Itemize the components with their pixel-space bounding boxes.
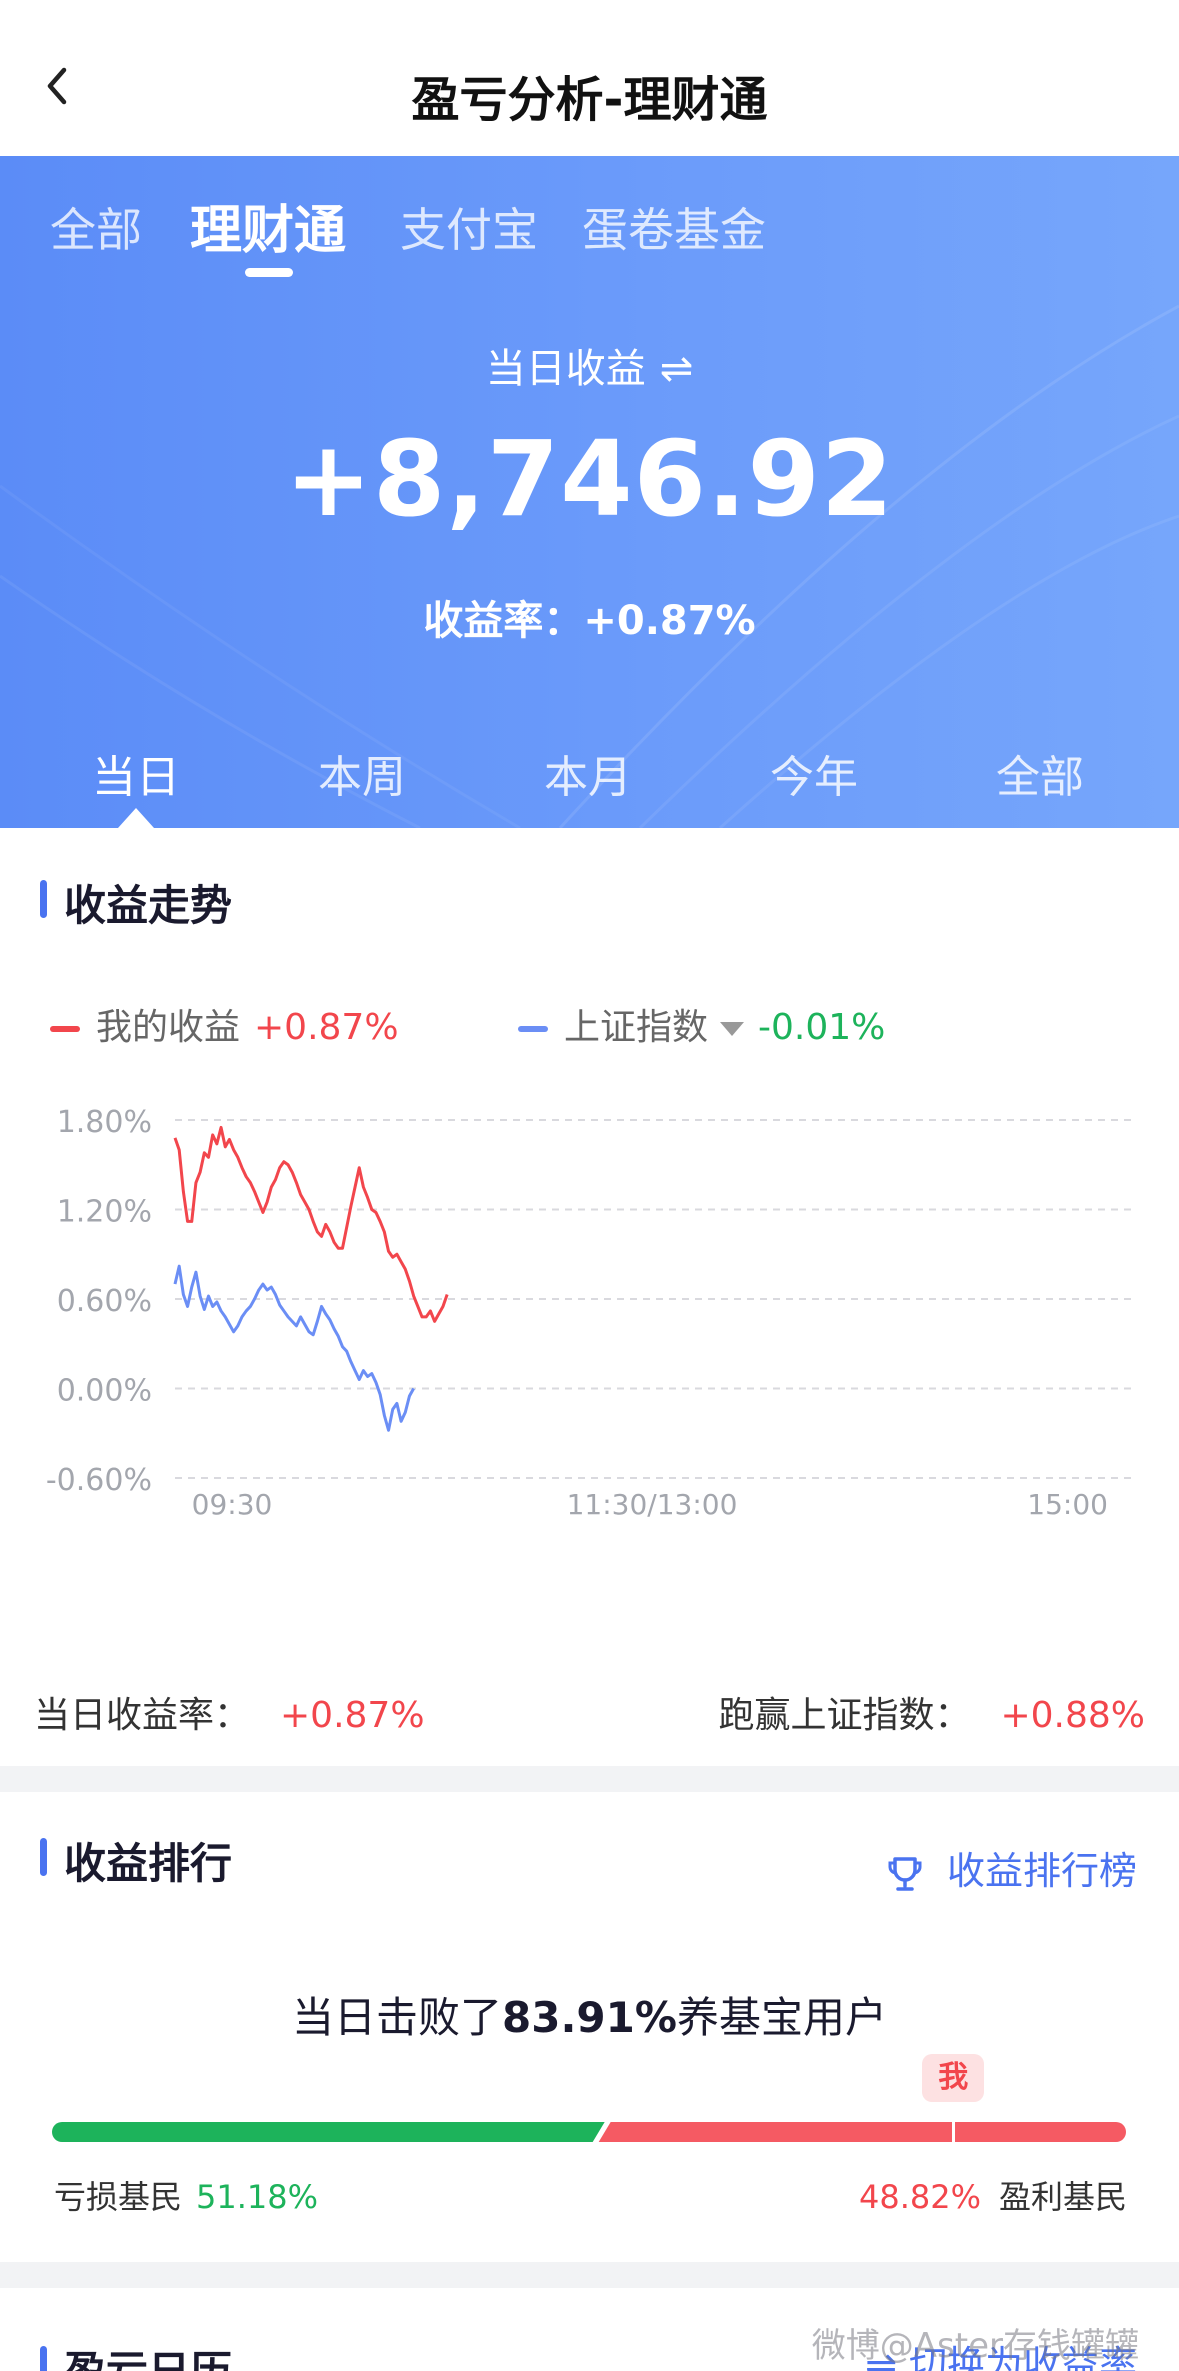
- profit-loss-bar: [52, 2122, 1126, 2142]
- trend-card: 收益走势 我的收益 +0.87% 上证指数 -0.01% 1.80% 1.20% 0.6…: [0, 828, 1179, 1766]
- legend-mine-label: 我的收益: [96, 1007, 241, 1048]
- x-tick-label: 15:00: [1027, 1488, 1108, 1521]
- legend-index-value: -0.01%: [758, 1007, 886, 1048]
- beat-index-stat: 跑赢上证指数： +0.88%: [718, 1686, 1145, 1738]
- trophy-icon: [888, 1856, 922, 1891]
- my-position-badge: 我: [922, 2054, 985, 2102]
- legend-index-label: 上证指数: [564, 1007, 709, 1048]
- trend-section-title: 收益走势: [40, 872, 232, 933]
- series-line-my-profit: [173, 1125, 449, 1323]
- watermark-text: 微博@Aster存钱罐罐: [811, 2326, 1139, 2366]
- period-tab-today[interactable]: 当日: [92, 752, 180, 803]
- profit-users-label: 48.82% 盈利基民: [859, 2172, 1127, 2218]
- legend-mine: 我的收益 +0.87%: [50, 998, 399, 1050]
- my-position-marker: [951, 2102, 955, 2142]
- profit-rate: 收益率：+0.87%: [0, 588, 1179, 646]
- swap-icon[interactable]: ⇌: [659, 346, 694, 392]
- tab-danjuan[interactable]: 蛋卷基金: [582, 203, 766, 257]
- active-tab-indicator: [245, 268, 293, 277]
- tab-all[interactable]: 全部: [50, 203, 142, 257]
- loss-percent: 51.18%: [196, 2178, 319, 2216]
- y-tick-label: 1.20%: [57, 1195, 152, 1230]
- trend-line-chart: 1.80% 1.20% 0.60% 0.00% -0.60% 09:30 11:30/13:…: [46, 1105, 1132, 1521]
- tab-alipay[interactable]: 支付宝: [400, 203, 538, 257]
- daily-profit-value: +8,746.92: [284, 418, 895, 540]
- ranking-section-title: 收益排行: [40, 1830, 232, 1891]
- legend-mine-value: +0.87%: [254, 1007, 399, 1048]
- period-tab-week[interactable]: 本周: [318, 752, 406, 803]
- chevron-left-icon[interactable]: [40, 62, 80, 110]
- x-tick-label: 09:30: [192, 1488, 273, 1521]
- y-tick-label: 0.60%: [57, 1284, 152, 1319]
- profit-rate-label: 收益率：: [423, 598, 584, 644]
- tab-licaitong[interactable]: 理财通: [190, 201, 347, 261]
- beat-index-value: +0.88%: [1000, 1695, 1145, 1736]
- loss-users-label: 亏损基民 51.18%: [54, 2172, 318, 2218]
- series-line-sse-index: [173, 1264, 415, 1432]
- legend-index[interactable]: 上证指数 -0.01%: [518, 998, 885, 1050]
- profit-rate-value: +0.87%: [583, 598, 756, 644]
- background-wave-decoration: [0, 304, 1179, 828]
- daily-rate-label: 当日收益率：: [34, 1695, 251, 1736]
- beat-index-label: 跑赢上证指数：: [718, 1695, 971, 1736]
- dropdown-caret-icon[interactable]: [720, 1022, 745, 1036]
- legend-swatch-red: [50, 1026, 80, 1032]
- profit-label: 盈利基民: [998, 2178, 1127, 2216]
- summary-label[interactable]: 当日收益 ⇌: [0, 336, 1179, 394]
- ranking-list-link[interactable]: 收益排行榜: [885, 1840, 1137, 1895]
- top-nav-bar: 盈亏分析-理财通: [0, 0, 1179, 156]
- beat-users-text: 当日击败了83.91%养基宝用户: [0, 1984, 1179, 2045]
- active-period-caret: [118, 808, 154, 828]
- period-tabs: 当日 本周 本月 今年 全部: [0, 741, 1179, 803]
- ranking-link-label: 收益排行榜: [946, 1849, 1137, 1893]
- beat-suffix: 养基宝用户: [676, 1993, 887, 2042]
- y-tick-label: 1.80%: [57, 1105, 152, 1140]
- x-tick-label: 11:30/13:00: [567, 1488, 738, 1521]
- calendar-card: 盈亏日历 ⇌ 切换为收益率: [0, 2288, 1179, 2371]
- summary-label-text: 当日收益: [485, 346, 646, 392]
- legend-swatch-blue: [518, 1026, 548, 1032]
- loss-label: 亏损基民: [54, 2178, 183, 2216]
- beat-prefix: 当日击败了: [292, 1993, 503, 2042]
- calendar-section-title: 盈亏日历: [40, 2338, 232, 2371]
- summary-hero: 全部 理财通 支付宝 蛋卷基金 当日收益 ⇌ +8,746.92 收益率：+0.8…: [0, 156, 1179, 828]
- daily-rate-stat: 当日收益率： +0.87%: [34, 1686, 425, 1738]
- period-tab-year[interactable]: 今年: [770, 752, 858, 803]
- period-tab-month[interactable]: 本月: [544, 752, 632, 803]
- period-tab-all[interactable]: 全部: [996, 752, 1084, 803]
- page-title: 盈亏分析-理财通: [411, 72, 768, 128]
- profit-share-bar: [598, 2122, 1126, 2142]
- beat-percent: 83.91%: [502, 1993, 677, 2042]
- ranking-card: 收益排行 收益排行榜 当日击败了83.91%养基宝用户 我 亏损基民 51.18%…: [0, 1792, 1179, 2262]
- y-tick-label: 0.00%: [57, 1374, 152, 1409]
- switch-to-rate-link[interactable]: ⇌ 切换为收益率: [865, 2343, 1137, 2371]
- daily-rate-value: +0.87%: [280, 1695, 425, 1736]
- loss-share-bar: [52, 2122, 605, 2142]
- profit-percent: 48.82%: [858, 2178, 981, 2216]
- y-tick-label: -0.60%: [46, 1463, 152, 1498]
